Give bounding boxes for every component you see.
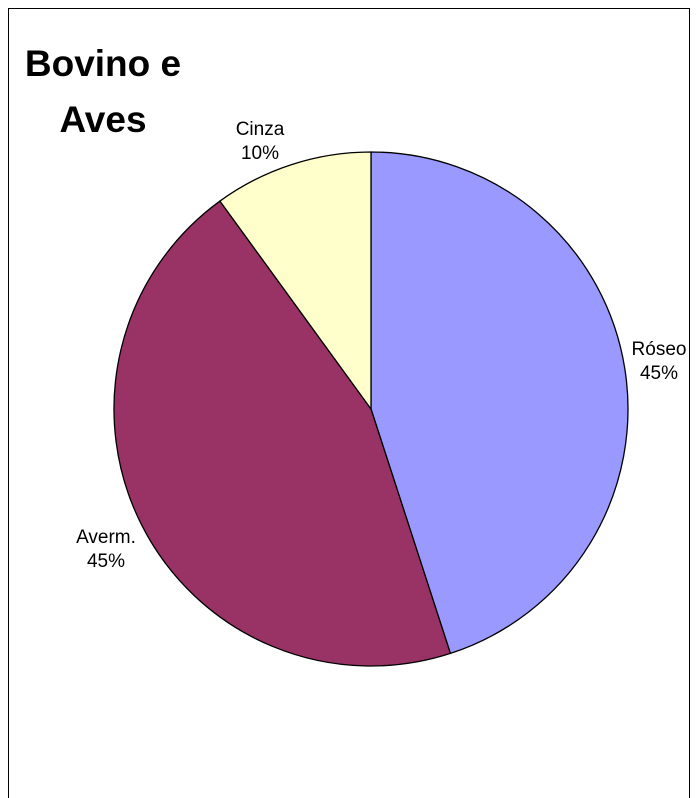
slice-percent-label: 45%: [87, 551, 125, 572]
slice-percent-label: 10%: [241, 143, 279, 164]
pie-slices: [113, 151, 629, 667]
slice-category-label: Averm.: [76, 527, 136, 548]
pie-slice-averm: [113, 200, 452, 667]
slice-category-label: Róseo: [632, 339, 687, 360]
pie-labels: Róseo 45% Averm. 45% Cinza 10%: [76, 119, 686, 572]
chart-title: Bovino e Aves: [8, 36, 198, 148]
pie-slice-cinza: [219, 151, 372, 410]
slice-percent-label: 45%: [640, 363, 678, 384]
pie-slice-r-seo: [370, 151, 629, 655]
chart-title-line-1: Bovino e: [24, 43, 182, 84]
chart-title-line-2: Aves: [59, 99, 147, 140]
slice-category-label: Cinza: [236, 119, 285, 140]
